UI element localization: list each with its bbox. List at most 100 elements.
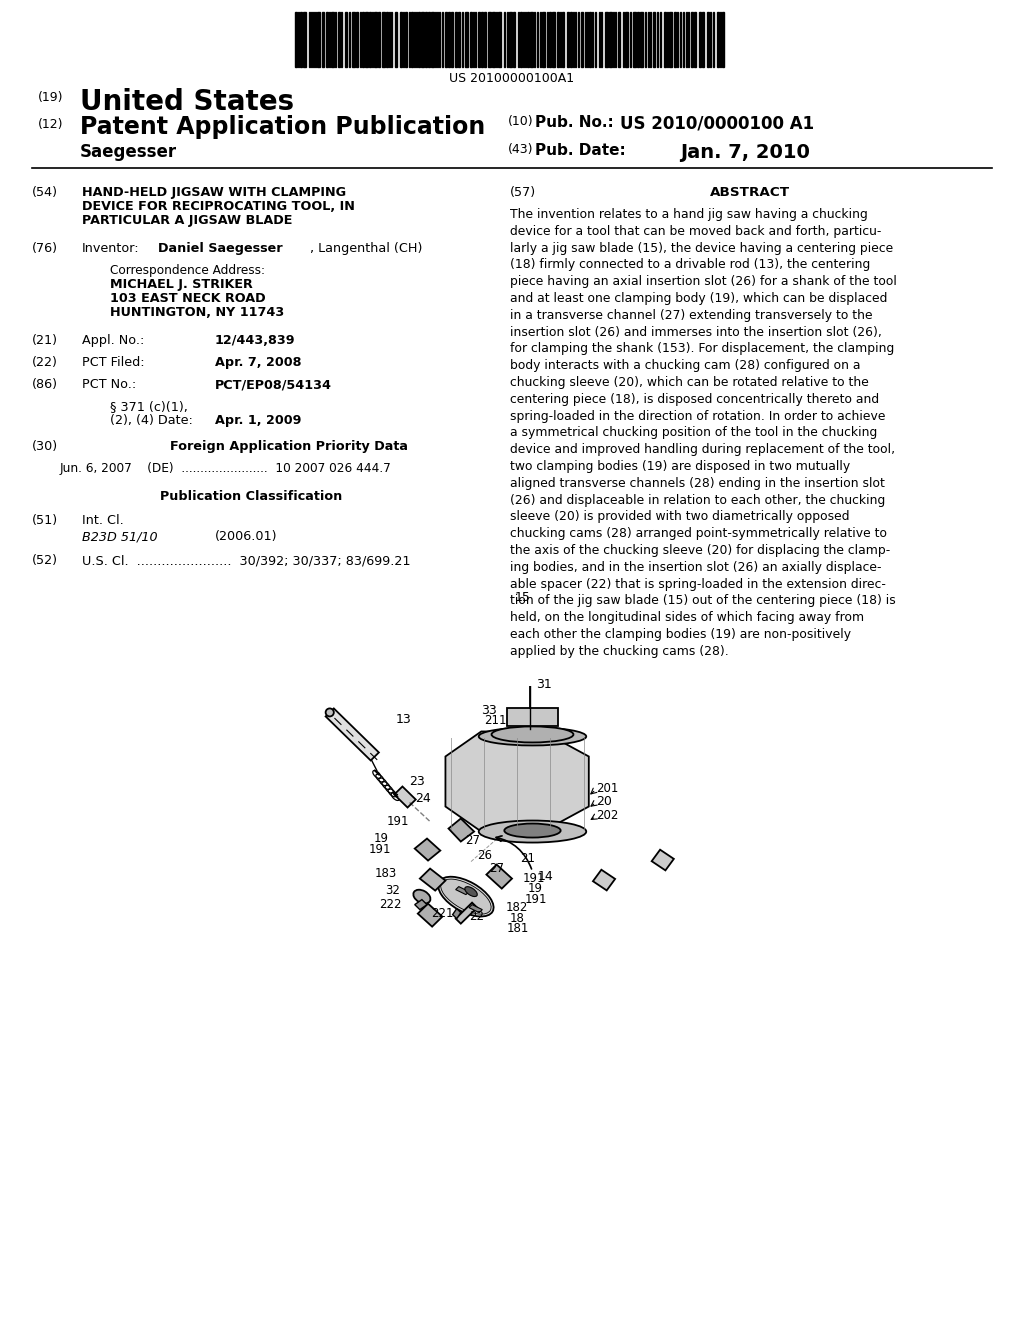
Bar xyxy=(369,12,371,67)
Bar xyxy=(488,12,490,67)
Text: 222: 222 xyxy=(379,898,401,911)
Text: Publication Classification: Publication Classification xyxy=(160,490,342,503)
Text: 27: 27 xyxy=(465,833,480,846)
Text: 183: 183 xyxy=(375,867,397,879)
Text: (51): (51) xyxy=(32,513,58,527)
Text: Pub. Date:: Pub. Date: xyxy=(535,143,626,158)
Bar xyxy=(707,12,709,67)
Bar xyxy=(338,12,340,67)
Ellipse shape xyxy=(520,626,524,631)
Text: United States: United States xyxy=(80,88,294,116)
Bar xyxy=(637,12,639,67)
Text: 20: 20 xyxy=(596,795,612,808)
Text: 211: 211 xyxy=(484,714,507,727)
Text: PARTICULAR A JIGSAW BLADE: PARTICULAR A JIGSAW BLADE xyxy=(82,214,293,227)
Text: U.S. Cl.  .......................  30/392; 30/337; 83/699.21: U.S. Cl. ....................... 30/392;… xyxy=(82,554,411,568)
Text: 181: 181 xyxy=(507,921,529,935)
Text: 191: 191 xyxy=(387,814,410,828)
Bar xyxy=(699,12,701,67)
Text: MICHAEL J. STRIKER: MICHAEL J. STRIKER xyxy=(110,279,253,290)
Bar xyxy=(593,870,615,891)
Text: (52): (52) xyxy=(32,554,58,568)
Text: § 371 (c)(1),: § 371 (c)(1), xyxy=(110,400,187,413)
Text: The invention relates to a hand jig saw having a chucking
device for a tool that: The invention relates to a hand jig saw … xyxy=(510,209,897,657)
Bar xyxy=(478,12,480,67)
Text: 26: 26 xyxy=(477,849,493,862)
Bar xyxy=(694,12,696,67)
Text: 191: 191 xyxy=(522,871,545,884)
Ellipse shape xyxy=(479,821,586,842)
Text: ABSTRACT: ABSTRACT xyxy=(710,186,791,199)
Text: Foreign Application Priority Data: Foreign Application Priority Data xyxy=(170,440,408,453)
Text: 182: 182 xyxy=(506,900,528,913)
Bar xyxy=(651,850,674,870)
Text: 12/443,839: 12/443,839 xyxy=(215,334,296,347)
Text: B23D 51/10: B23D 51/10 xyxy=(82,531,158,543)
Text: US 20100000100A1: US 20100000100A1 xyxy=(450,73,574,84)
Text: Appl. No.:: Appl. No.: xyxy=(82,334,144,347)
Text: (54): (54) xyxy=(32,186,58,199)
Bar xyxy=(451,12,453,67)
Text: 15: 15 xyxy=(514,591,530,605)
Text: 201: 201 xyxy=(596,781,618,795)
Text: Inventor:: Inventor: xyxy=(82,242,139,255)
Text: 202: 202 xyxy=(596,809,618,821)
Bar xyxy=(581,12,583,67)
Bar xyxy=(498,12,501,67)
Text: PCT/EP08/54134: PCT/EP08/54134 xyxy=(215,378,332,391)
Text: Jun. 6, 2007    (DE)  .......................  10 2007 026 444.7: Jun. 6, 2007 (DE) ......................… xyxy=(60,462,392,475)
Polygon shape xyxy=(456,887,469,895)
Polygon shape xyxy=(445,731,589,832)
Bar xyxy=(431,12,434,67)
Text: 19: 19 xyxy=(527,882,543,895)
Polygon shape xyxy=(486,865,512,888)
Text: 33: 33 xyxy=(481,705,497,718)
Text: (76): (76) xyxy=(32,242,58,255)
Bar xyxy=(421,12,424,67)
Text: (2), (4) Date:: (2), (4) Date: xyxy=(110,414,193,426)
Ellipse shape xyxy=(440,879,492,915)
Text: 103 EAST NECK ROAD: 103 EAST NECK ROAD xyxy=(110,292,265,305)
Bar xyxy=(362,12,364,67)
Text: (2006.01): (2006.01) xyxy=(215,531,278,543)
Bar xyxy=(428,12,430,67)
Bar xyxy=(470,12,472,67)
Bar xyxy=(411,12,413,67)
Text: HUNTINGTON, NY 11743: HUNTINGTON, NY 11743 xyxy=(110,306,285,319)
Polygon shape xyxy=(415,838,440,861)
Text: 191: 191 xyxy=(524,892,547,906)
Bar xyxy=(378,12,380,67)
Polygon shape xyxy=(456,903,477,924)
Bar xyxy=(374,12,377,67)
Bar xyxy=(331,12,334,67)
Text: 221: 221 xyxy=(431,907,454,920)
Text: 24: 24 xyxy=(415,792,430,805)
Text: 27: 27 xyxy=(489,862,505,875)
Bar xyxy=(674,12,676,67)
Text: Apr. 1, 2009: Apr. 1, 2009 xyxy=(215,414,301,426)
Bar xyxy=(345,12,347,67)
Bar xyxy=(509,12,512,67)
Text: Apr. 7, 2008: Apr. 7, 2008 xyxy=(215,356,301,370)
Bar xyxy=(400,12,402,67)
Bar xyxy=(625,12,628,67)
Text: 32: 32 xyxy=(385,883,400,896)
Ellipse shape xyxy=(492,726,573,742)
Bar xyxy=(664,12,666,67)
Text: PCT No.:: PCT No.: xyxy=(82,378,136,391)
Ellipse shape xyxy=(326,709,334,717)
Bar xyxy=(300,12,302,67)
Bar xyxy=(295,12,297,67)
Bar xyxy=(445,12,447,67)
Polygon shape xyxy=(418,904,442,927)
Ellipse shape xyxy=(479,727,586,746)
Text: (21): (21) xyxy=(32,334,58,347)
Bar xyxy=(557,12,559,67)
Text: 19: 19 xyxy=(374,832,389,845)
Bar xyxy=(492,12,495,67)
Polygon shape xyxy=(415,900,427,909)
Ellipse shape xyxy=(414,890,430,903)
Polygon shape xyxy=(507,616,563,676)
Bar xyxy=(458,12,460,67)
Bar xyxy=(530,12,534,67)
